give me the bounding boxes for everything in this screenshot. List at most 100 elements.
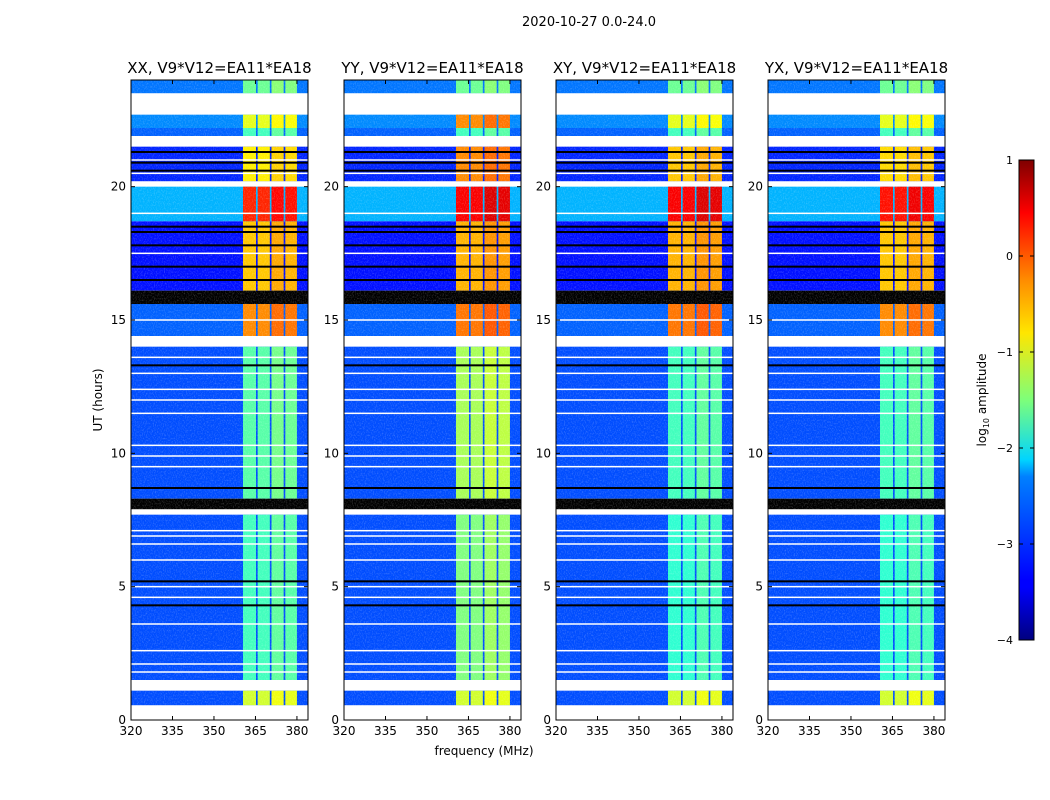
flagged-line [344, 585, 521, 588]
panel-frame [130, 79, 309, 721]
flagged-line [556, 535, 733, 537]
y-tick-label: 10 [536, 446, 551, 460]
zero-line [131, 265, 308, 268]
flagged-line [344, 455, 521, 457]
flagged-line [556, 529, 733, 532]
flagged-line [344, 372, 521, 375]
y-tick-label: 10 [748, 446, 763, 460]
flagged-line [768, 455, 945, 457]
flagged-line [344, 535, 521, 537]
flagged-line [344, 412, 521, 415]
flagged-line [131, 372, 308, 375]
flagged-line [768, 372, 945, 375]
x-tick-label: 350 [203, 724, 226, 738]
flagged-line [768, 388, 945, 391]
flagged-line [344, 444, 521, 447]
flagged-line [131, 596, 308, 599]
y-tick-label: 20 [324, 180, 339, 194]
flagged-line [556, 663, 733, 665]
flagged-line [556, 212, 733, 215]
zero-line [344, 487, 521, 489]
zero-line [768, 169, 945, 172]
flagged-line [131, 444, 308, 447]
panel-frame [767, 79, 946, 721]
flagged-line [131, 172, 308, 175]
panel-title: YY, V9*V12=EA11*EA18 [340, 59, 523, 77]
y-tick-label: 10 [111, 446, 126, 460]
x-tick-label: 365 [244, 724, 267, 738]
flagged-line [768, 623, 945, 625]
flagged-line [556, 596, 733, 599]
x-tick-label: 380 [922, 724, 945, 738]
y-tick-label: 5 [331, 580, 339, 594]
panel-yx: YX, V9*V12=EA11*EA18 320 335 350 365 380 0 5 10 1… [748, 59, 948, 738]
x-tick-label: 380 [285, 724, 308, 738]
y-tick-label: 15 [536, 313, 551, 327]
flagged-line [131, 412, 308, 415]
y-tick-label: 5 [118, 580, 126, 594]
x-tick-label: 350 [628, 724, 651, 738]
zero-line [344, 279, 521, 281]
flagged-line [344, 543, 521, 545]
zero-line [768, 487, 945, 489]
y-tick-label: 15 [748, 313, 763, 327]
zero-line [556, 169, 733, 172]
flagged-line [556, 559, 733, 561]
x-tick-label: 335 [374, 724, 397, 738]
zero-line [768, 244, 945, 247]
colorbar-tick-label: 1 [1006, 154, 1013, 167]
y-tick-label: 0 [755, 713, 763, 727]
zero-line [768, 225, 945, 228]
y-tick-label: 10 [324, 446, 339, 460]
zero-line [556, 231, 733, 233]
flagged-line [131, 465, 308, 468]
y-tick-label: 20 [111, 180, 126, 194]
flagged-line [768, 535, 945, 537]
flagged-line [768, 465, 945, 468]
flagged-line [768, 649, 945, 652]
flagged-line [131, 252, 308, 255]
flagged-line [131, 159, 308, 161]
flagged-line [768, 529, 945, 532]
flagged-line [768, 356, 945, 359]
flagged-line [768, 252, 945, 255]
panel-xx: XX, V9*V12=EA11*EA18 320 335 350 365 380 0 5 10 1… [111, 59, 312, 738]
flagged-line [131, 623, 308, 625]
flagged-line [131, 356, 308, 359]
zero-line [344, 161, 521, 164]
x-tick-label: 335 [586, 724, 609, 738]
flagged-line [556, 372, 733, 375]
zero-line [344, 580, 521, 583]
figure-title: 2020-10-27 0.0-24.0 [522, 15, 656, 30]
zero-line [556, 487, 733, 489]
zero-line [556, 161, 733, 164]
flagged-line [768, 543, 945, 545]
zero-line [556, 279, 733, 281]
zero-line [131, 279, 308, 281]
flagged-line [344, 388, 521, 391]
colorbar-tick-label: −4 [997, 634, 1013, 647]
y-tick-label: 15 [111, 313, 126, 327]
zero-line [131, 169, 308, 172]
y-tick-label: 20 [536, 180, 551, 194]
spectrogram [768, 80, 945, 720]
flagged-line [344, 399, 521, 401]
flagged-line [556, 455, 733, 457]
x-tick-label: 320 [545, 724, 568, 738]
flagged-line [768, 412, 945, 415]
flagged-line [344, 172, 521, 175]
flagged-line [556, 543, 733, 545]
zero-line [768, 265, 945, 268]
colorbar-label: log10 amplitude [975, 354, 991, 447]
panel-frame [343, 79, 522, 721]
panel-title: XX, V9*V12=EA11*EA18 [127, 59, 311, 77]
zero-line [556, 364, 733, 367]
flagged-line [131, 455, 308, 457]
y-tick-label: 5 [543, 580, 551, 594]
flagged-line [768, 663, 945, 665]
zero-line [131, 364, 308, 367]
x-tick-label: 380 [498, 724, 521, 738]
flagged-line [556, 399, 733, 401]
x-tick-label: 380 [710, 724, 733, 738]
zero-line [768, 604, 945, 607]
